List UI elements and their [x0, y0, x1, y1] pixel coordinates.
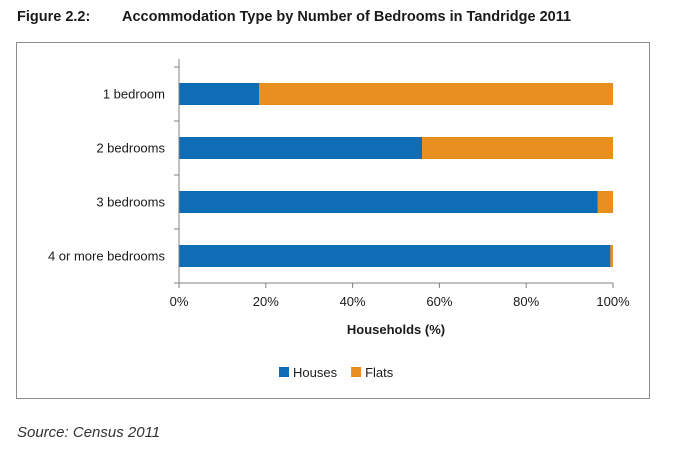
bar-houses-2: [179, 137, 423, 159]
bar-flats-1: [259, 83, 613, 105]
x-tick-label: 80%: [513, 294, 539, 309]
legend-swatch-houses: [279, 367, 289, 377]
bar-houses-4: [179, 245, 611, 267]
bar-flats-2: [422, 137, 613, 159]
x-tick-label: 40%: [340, 294, 366, 309]
category-label: 3 bedrooms: [96, 195, 165, 210]
bar-houses-3: [179, 191, 598, 213]
x-tick-label: 60%: [426, 294, 452, 309]
category-label: 1 bedroom: [103, 87, 165, 102]
category-label: 2 bedrooms: [96, 141, 165, 156]
chart-frame: 1 bedroom 2 bedrooms 3 bedrooms 4 or more b…: [16, 42, 650, 399]
figure-number: Figure 2.2:: [17, 9, 91, 25]
x-tick-label: 0%: [170, 294, 189, 309]
legend-label-flats: Flats: [365, 365, 394, 380]
x-axis-title: Households (%): [347, 322, 445, 337]
figure-title: Accommodation Type by Number of Bedrooms…: [122, 9, 572, 25]
bar-flats-3: [597, 191, 613, 213]
bar-houses-1: [179, 83, 260, 105]
legend-swatch-flats: [351, 367, 362, 377]
category-label: 4 or more bedrooms: [48, 249, 166, 264]
source-note: Source: Census 2011: [17, 424, 161, 441]
figure-heading: Figure 2.2: Accommodation Type by Number …: [17, 9, 571, 25]
x-tick-label: 100%: [596, 294, 630, 309]
bar-flats-4: [610, 245, 613, 267]
x-tick-label: 20%: [253, 294, 279, 309]
legend-label-houses: Houses: [293, 365, 338, 380]
bar-chart: 1 bedroom 2 bedrooms 3 bedrooms 4 or more b…: [48, 59, 630, 380]
